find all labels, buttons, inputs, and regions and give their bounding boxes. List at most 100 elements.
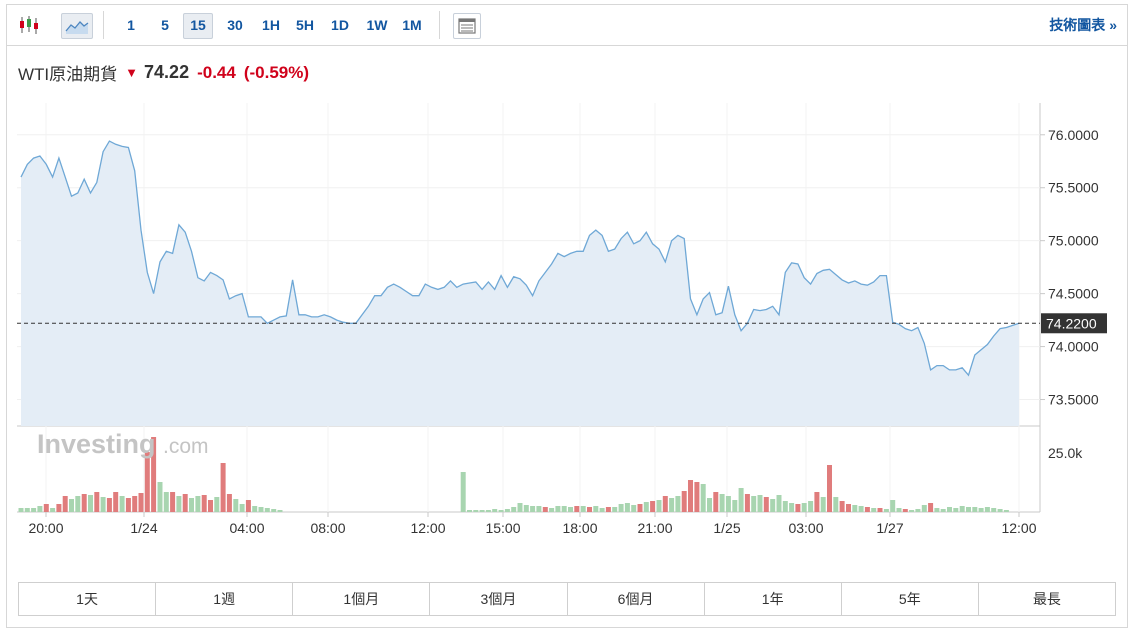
interval-1d[interactable]: 1D bbox=[331, 17, 349, 33]
volume-bar bbox=[498, 510, 504, 512]
chart-axes: 76.0000 75.5000 75.0000 74.5000 74.0000 73.50… bbox=[17, 127, 1107, 536]
volume-bar bbox=[700, 484, 706, 512]
watermark-suffix: .com bbox=[163, 435, 209, 458]
x-tick-label: 15:00 bbox=[485, 520, 520, 536]
volume-bar bbox=[182, 494, 188, 512]
volume-bar bbox=[88, 495, 93, 512]
range-3m[interactable]: 3個月 bbox=[430, 583, 568, 615]
y-tick-label: 76.0000 bbox=[1048, 127, 1099, 143]
volume-bar bbox=[864, 507, 870, 512]
area-chart-icon[interactable] bbox=[61, 13, 93, 39]
volume-bar bbox=[833, 497, 839, 512]
volume-bar bbox=[725, 496, 731, 512]
interval-15[interactable]: 15 bbox=[183, 13, 213, 39]
volume-bar bbox=[770, 499, 776, 512]
range-5y[interactable]: 5年 bbox=[842, 583, 979, 615]
range-6m[interactable]: 6個月 bbox=[568, 583, 705, 615]
volume-bar bbox=[69, 499, 74, 512]
volume-bar bbox=[877, 508, 883, 512]
range-max[interactable]: 最長 bbox=[1032, 591, 1061, 607]
volume-bar bbox=[707, 498, 712, 512]
x-tick-label: 12:00 bbox=[1001, 520, 1036, 536]
volume-bar bbox=[24, 508, 30, 512]
data-table-icon[interactable] bbox=[453, 13, 481, 39]
volume-bar bbox=[492, 509, 498, 512]
volume-bar bbox=[751, 496, 757, 512]
volume-bar bbox=[839, 501, 845, 512]
range-1d[interactable]: 1天 bbox=[19, 583, 157, 615]
volume-bar bbox=[277, 510, 283, 512]
x-tick-label: 21:00 bbox=[637, 520, 672, 536]
volume-bar bbox=[618, 504, 624, 512]
toolbar-divider bbox=[103, 11, 104, 39]
volume-bar bbox=[801, 503, 807, 512]
interval-30[interactable]: 30 bbox=[227, 17, 243, 33]
volume-bar bbox=[694, 482, 700, 512]
instrument-header: WTI原油期貨 ▼ 74.22 -0.44 (-0.59%) bbox=[18, 60, 309, 85]
volume-bar bbox=[959, 506, 965, 512]
volume-bar bbox=[119, 496, 125, 512]
technical-chart-link[interactable]: 技術圖表 » bbox=[1049, 17, 1117, 33]
volume-bar bbox=[239, 504, 245, 512]
chart-toolbar: 1 5 15 30 1H 5H 1D 1W 1M 技術圖表 » bbox=[7, 5, 1127, 46]
volume-bar bbox=[1003, 510, 1009, 512]
volume-bar bbox=[896, 508, 902, 512]
down-arrow-icon: ▼ bbox=[125, 65, 139, 80]
y-tick-label: 75.5000 bbox=[1048, 180, 1099, 196]
volume-bar bbox=[132, 496, 138, 512]
volume-bar bbox=[233, 499, 239, 512]
volume-bar bbox=[511, 507, 517, 512]
volume-bar bbox=[972, 507, 978, 512]
volume-bar bbox=[264, 508, 270, 512]
candlestick-icon[interactable] bbox=[17, 13, 41, 37]
range-1m[interactable]: 1個月 bbox=[293, 583, 431, 615]
interval-1m[interactable]: 1M bbox=[402, 17, 422, 33]
interval-1h[interactable]: 1H bbox=[262, 17, 280, 33]
volume-bar bbox=[795, 504, 801, 512]
volume-bar bbox=[125, 498, 131, 512]
price-change: -0.44 bbox=[197, 62, 236, 82]
volume-bar bbox=[719, 494, 725, 512]
volume-bar bbox=[947, 507, 952, 512]
volume-bar bbox=[883, 509, 889, 512]
volume-bar bbox=[776, 495, 782, 512]
volume-bar bbox=[921, 505, 927, 512]
watermark-brand: Investing bbox=[37, 429, 156, 459]
volume-bar bbox=[214, 497, 220, 512]
investing-watermark: Investing .com bbox=[37, 429, 209, 459]
volume-bar bbox=[978, 508, 984, 512]
interval-5h[interactable]: 5H bbox=[296, 17, 314, 33]
volume-bar bbox=[991, 508, 997, 512]
interval-1w[interactable]: 1W bbox=[366, 17, 388, 33]
volume-bar bbox=[31, 508, 37, 512]
volume-bar bbox=[157, 482, 163, 512]
toolbar-divider bbox=[439, 11, 440, 39]
range-1y[interactable]: 1年 bbox=[705, 583, 842, 615]
x-tick-label: 18:00 bbox=[562, 520, 597, 536]
interval-1[interactable]: 1 bbox=[127, 17, 135, 33]
volume-bars bbox=[18, 437, 1009, 512]
volume-bar bbox=[536, 506, 542, 512]
interval-5[interactable]: 5 bbox=[161, 17, 169, 33]
volume-bar bbox=[485, 510, 491, 512]
volume-bar bbox=[605, 507, 611, 512]
volume-bar bbox=[574, 506, 580, 512]
volume-bar bbox=[43, 504, 49, 512]
volume-bar bbox=[473, 510, 479, 512]
volume-bar bbox=[220, 463, 226, 512]
volume-bar bbox=[852, 505, 858, 512]
range-selector: 1天 1週 1個月 3個月 6個月 1年 5年 最長 bbox=[18, 582, 1116, 616]
volume-bar bbox=[827, 465, 832, 512]
volume-bar bbox=[902, 509, 908, 512]
volume-bar bbox=[940, 509, 946, 512]
current-price-label: 74.2200 bbox=[1046, 315, 1097, 331]
volume-bar bbox=[631, 505, 637, 512]
volume-bar bbox=[208, 500, 213, 512]
volume-bar bbox=[460, 472, 466, 512]
range-1w[interactable]: 1週 bbox=[156, 583, 294, 615]
x-tick-label: 1/27 bbox=[876, 520, 903, 536]
volume-bar bbox=[763, 497, 769, 512]
volume-bar bbox=[106, 498, 112, 512]
volume-bar bbox=[650, 501, 656, 512]
volume-bar bbox=[523, 505, 529, 512]
